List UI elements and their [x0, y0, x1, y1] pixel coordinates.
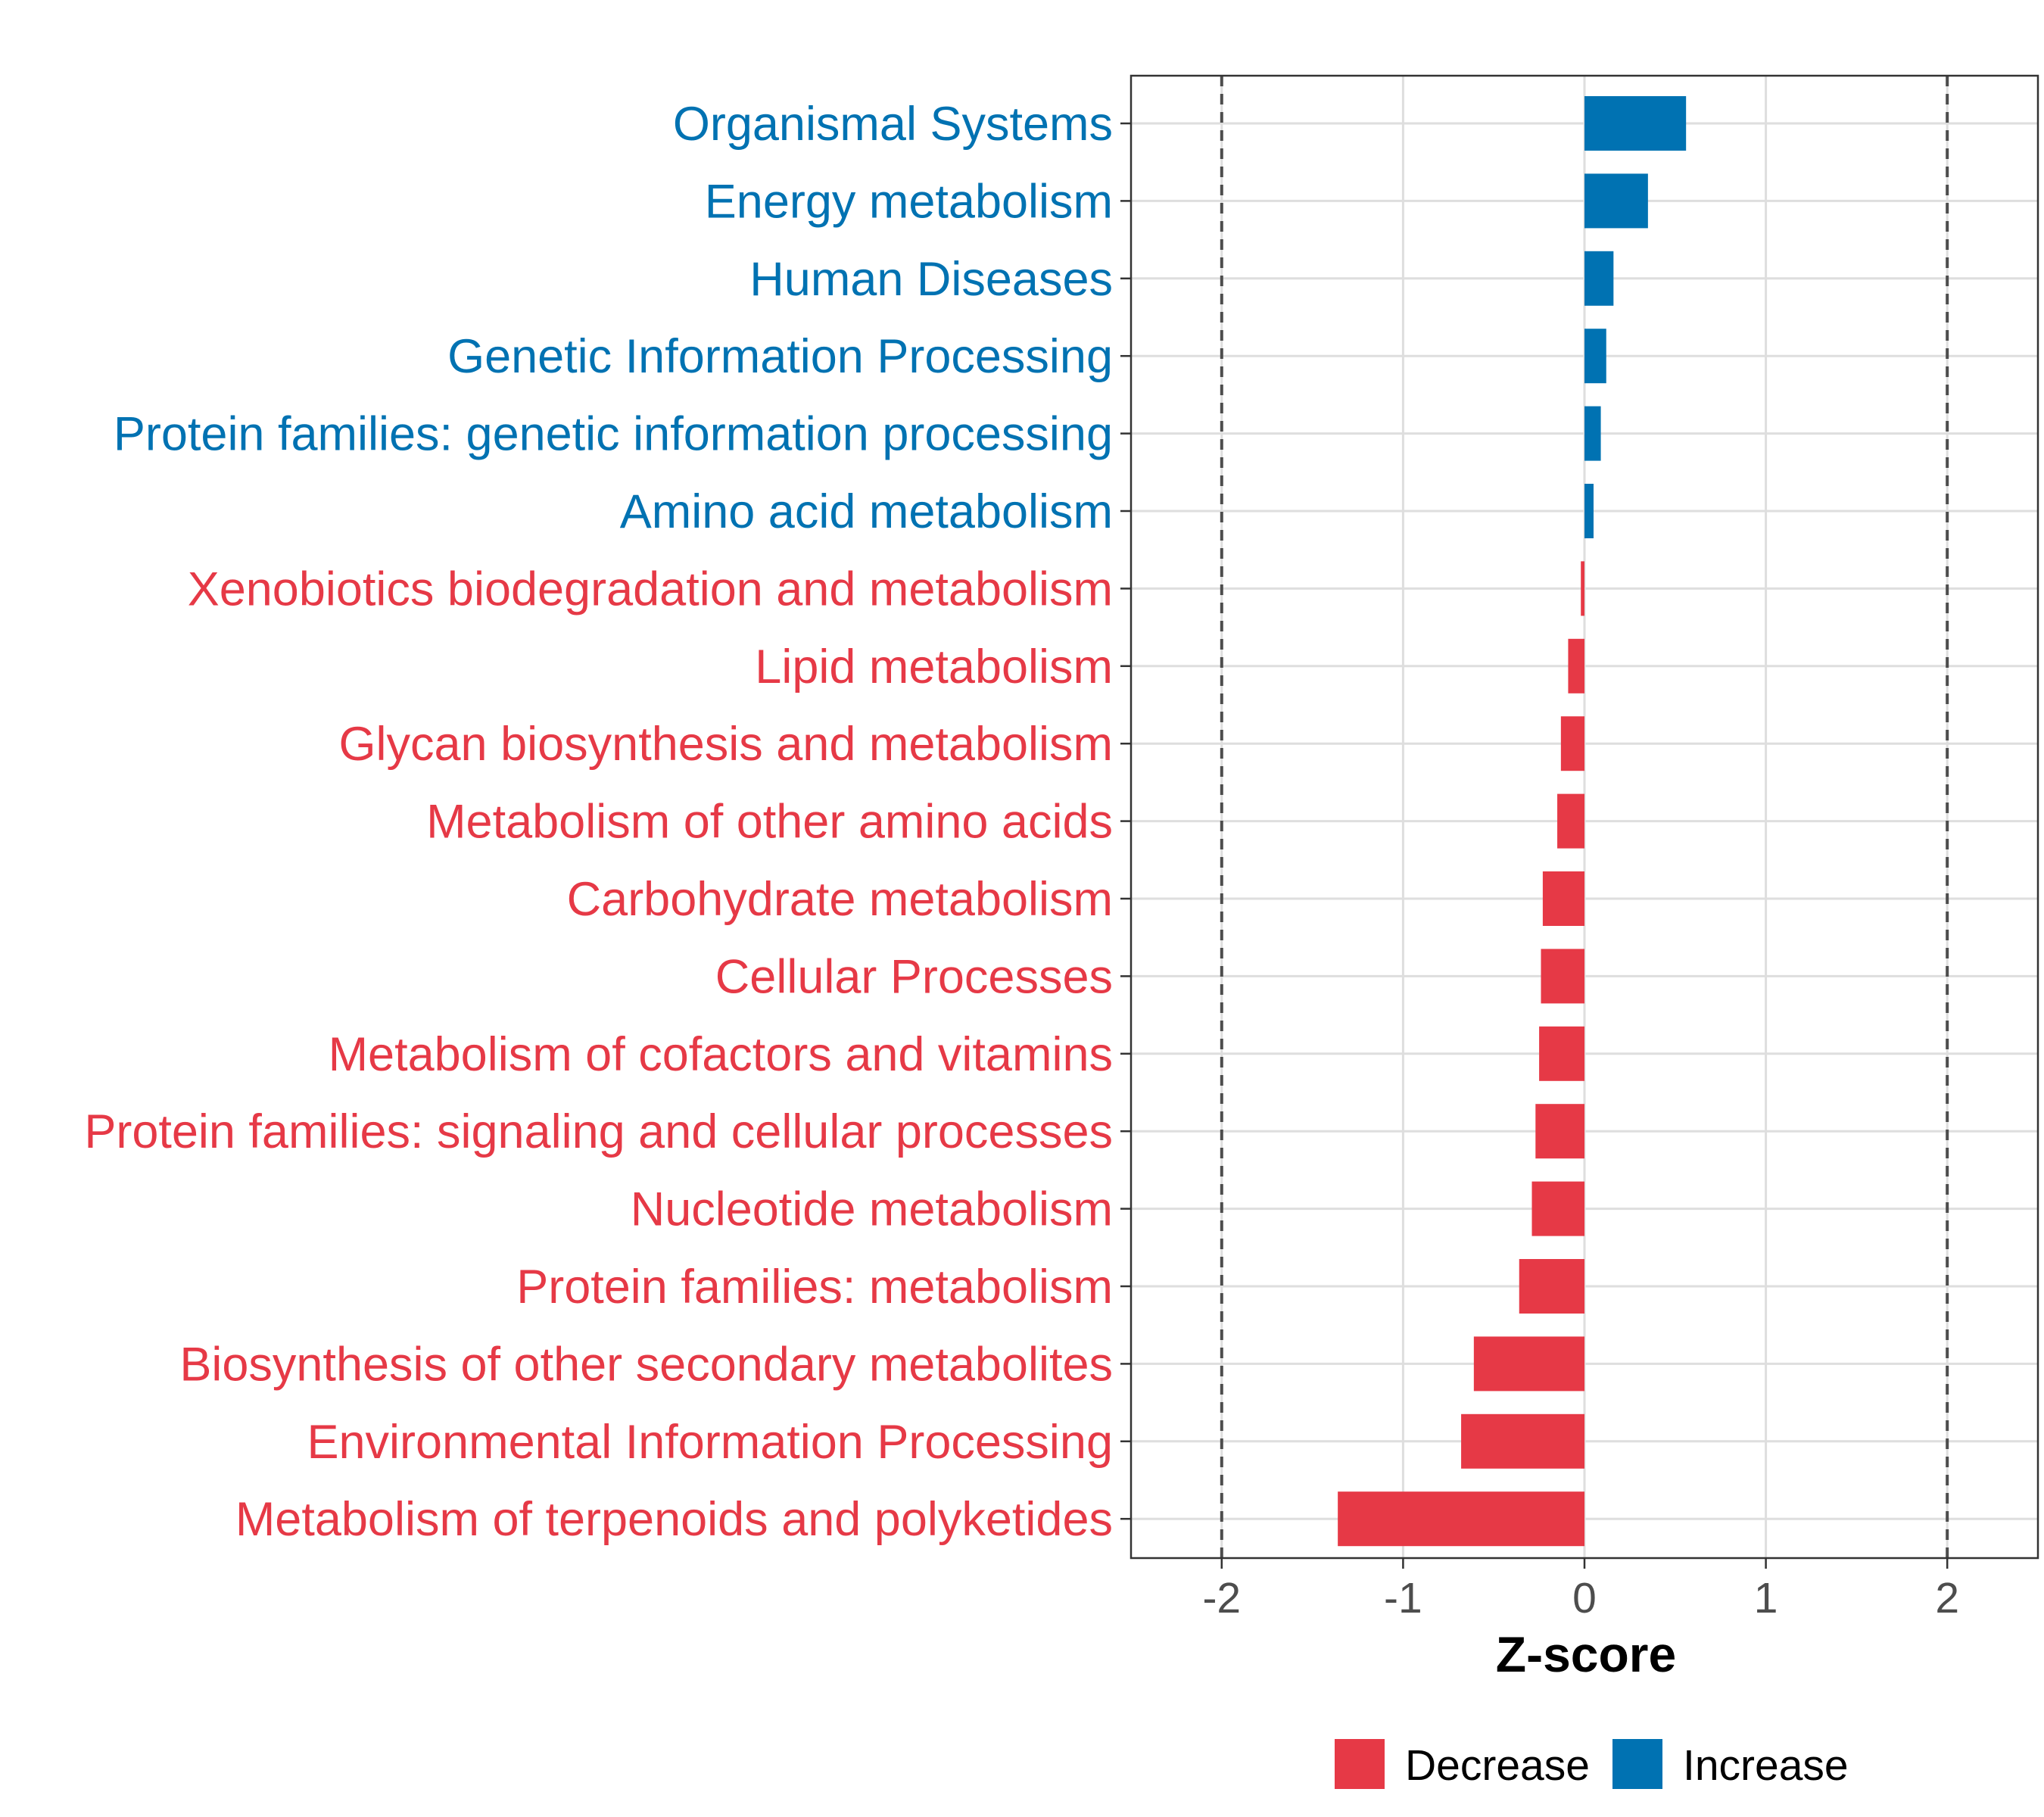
- bar: [1584, 329, 1606, 384]
- legend-swatch-increase: [1612, 1739, 1662, 1789]
- category-label: Environmental Information Processing: [307, 1416, 1113, 1469]
- category-label: Protein families: signaling and cellular…: [84, 1105, 1113, 1158]
- bar: [1584, 96, 1687, 151]
- bar: [1568, 638, 1584, 693]
- bar: [1531, 1181, 1584, 1236]
- x-axis-title: Z-score: [1496, 1626, 1676, 1682]
- x-tick-label: 0: [1572, 1574, 1597, 1622]
- category-label: Energy metabolism: [705, 175, 1113, 228]
- category-label: Human Diseases: [749, 253, 1113, 306]
- category-label: Cellular Processes: [715, 950, 1113, 1003]
- category-label: Biosynthesis of other secondary metaboli…: [179, 1338, 1113, 1391]
- category-label: Nucleotide metabolism: [631, 1183, 1113, 1236]
- category-label: Protein families: metabolism: [516, 1261, 1113, 1314]
- category-label: Metabolism of cofactors and vitamins: [329, 1028, 1113, 1081]
- legend-label-increase: Increase: [1683, 1741, 1849, 1790]
- x-tick-label: -1: [1384, 1574, 1422, 1622]
- bar: [1581, 561, 1584, 616]
- legend: Decrease Increase: [1335, 1739, 1849, 1790]
- category-label: Metabolism of terpenoids and polyketides: [235, 1493, 1113, 1546]
- bar: [1557, 793, 1584, 849]
- x-tick-label: -2: [1202, 1574, 1241, 1622]
- bar: [1584, 251, 1614, 306]
- legend-swatch-decrease: [1335, 1739, 1385, 1789]
- bar: [1560, 716, 1584, 771]
- bar: [1542, 871, 1584, 926]
- bar: [1584, 173, 1648, 229]
- bar: [1541, 949, 1584, 1004]
- category-label: Organismal Systems: [673, 98, 1113, 151]
- category-label: Glycan biosynthesis and metabolism: [339, 718, 1114, 771]
- bar: [1539, 1026, 1584, 1081]
- x-tick-label: 1: [1754, 1574, 1778, 1622]
- category-label: Protein families: genetic information pr…: [114, 408, 1113, 461]
- bar: [1584, 406, 1601, 461]
- legend-label-decrease: Decrease: [1405, 1741, 1590, 1790]
- category-label: Metabolism of other amino acids: [426, 796, 1113, 849]
- bar: [1535, 1104, 1584, 1159]
- category-label: Genetic Information Processing: [447, 330, 1113, 383]
- bar: [1519, 1259, 1584, 1314]
- bar: [1461, 1413, 1584, 1469]
- category-label: Carbohydrate metabolism: [567, 873, 1113, 926]
- category-label: Lipid metabolism: [755, 640, 1113, 693]
- bar: [1473, 1336, 1584, 1392]
- bar: [1338, 1491, 1584, 1547]
- x-tick-label: 2: [1935, 1574, 1959, 1622]
- category-label: Amino acid metabolism: [620, 485, 1113, 538]
- category-label: Xenobiotics biodegradation and metabolis…: [188, 563, 1113, 616]
- bar: [1584, 484, 1594, 538]
